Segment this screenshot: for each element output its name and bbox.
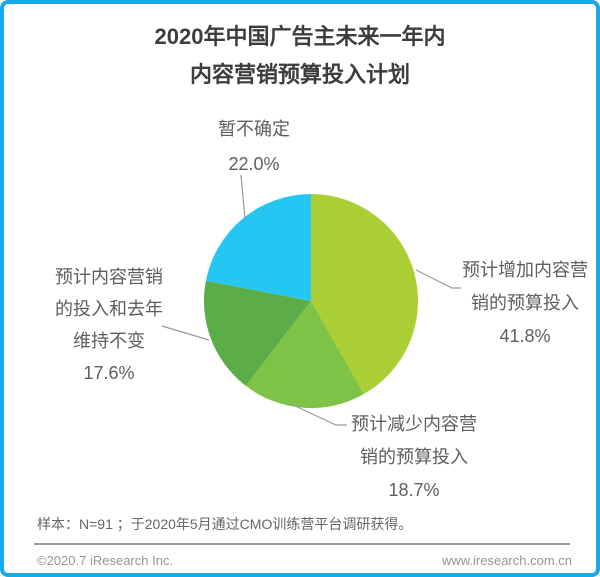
label-unchanged: 预计内容营销 的投入和去年 维持不变 17.6% (32, 261, 186, 389)
pie-slice-3 (205, 194, 311, 301)
divider-line (34, 543, 570, 545)
pie-chart (203, 194, 419, 409)
label-decrease: 预计减少内容营 销的预算投入 18.7% (338, 408, 490, 507)
label-increase-line1: 预计增加内容营 (462, 260, 588, 280)
pie-slice-1 (245, 301, 364, 409)
chart-title: 2020年中国广告主未来一年内 内容营销预算投入计划 (4, 18, 596, 94)
label-increase-line2: 销的预算投入 (471, 293, 579, 313)
label-decrease-line2: 销的预算投入 (360, 447, 468, 467)
pie-slice-2 (203, 280, 311, 386)
label-uncertain-pct: 22.0% (228, 154, 280, 174)
label-increase-pct: 41.8% (499, 326, 551, 346)
website-text: www.iresearch.com.cn (441, 553, 572, 568)
label-uncertain-text: 暂不确定 (218, 119, 290, 139)
label-increase: 预计增加内容营 销的预算投入 41.8% (452, 254, 596, 353)
label-uncertain: 暂不确定 22.0% (184, 112, 324, 182)
footer-bar: ©2020.7 iResearch Inc. www.iresearch.com… (37, 553, 572, 568)
sample-note: 样本：N=91 ；于2020年5月通过CMO训练营平台调研获得。 (37, 516, 413, 532)
label-unchanged-pct: 17.6% (83, 363, 135, 383)
pie-slice-0 (311, 194, 419, 394)
label-unchanged-line2: 的投入和去年 (55, 299, 163, 319)
label-decrease-line1: 预计减少内容营 (351, 414, 477, 434)
chart-title-line2: 内容营销预算投入计划 (189, 62, 410, 87)
label-unchanged-line3: 维持不变 (73, 331, 145, 351)
copyright-text: ©2020.7 iResearch Inc. (37, 553, 174, 568)
chart-title-line1: 2020年中国广告主未来一年内 (154, 24, 446, 49)
label-unchanged-line1: 预计内容营销 (55, 267, 163, 287)
label-decrease-pct: 18.7% (388, 480, 440, 500)
